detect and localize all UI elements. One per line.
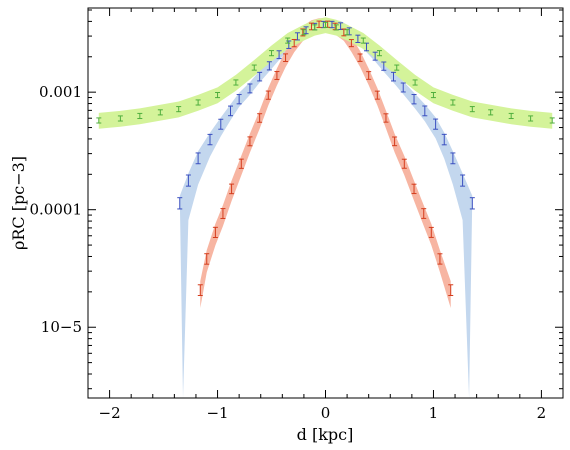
- data-point: [372, 51, 378, 61]
- data-point: [204, 253, 210, 265]
- data-point: [421, 208, 427, 219]
- data-point: [391, 71, 397, 82]
- data-point: [316, 20, 322, 28]
- data-point: [448, 284, 454, 296]
- data-point: [207, 133, 213, 146]
- x-axis-label: d [kpc]: [297, 425, 354, 444]
- data-point: [469, 197, 475, 210]
- y-tick-label: 0.001: [39, 83, 82, 101]
- y-tick-label: 10−5: [41, 318, 82, 336]
- data-point: [360, 37, 366, 44]
- data-point: [400, 82, 406, 93]
- data-point: [266, 61, 272, 71]
- data-point: [215, 92, 221, 99]
- data-point: [176, 106, 182, 113]
- data-point: [469, 106, 475, 113]
- data-point: [220, 208, 226, 219]
- data-point: [283, 53, 289, 62]
- data-point: [428, 226, 434, 238]
- data-point: [238, 158, 244, 169]
- x-tick-label: 2: [537, 404, 547, 422]
- data-point: [508, 112, 514, 120]
- data-point: [412, 79, 418, 86]
- data-point: [291, 38, 297, 48]
- y-axis-label: ρRC [pc−3]: [9, 156, 28, 250]
- data-point: [392, 136, 398, 147]
- data-point: [233, 79, 239, 86]
- x-tick-label: 1: [429, 404, 439, 422]
- data-point: [401, 158, 407, 169]
- x-tick-label: −1: [206, 404, 228, 422]
- data-point: [218, 118, 224, 130]
- data-point: [117, 115, 123, 122]
- data-point: [276, 50, 282, 60]
- data-point: [422, 105, 428, 117]
- bands-layer: [98, 17, 553, 398]
- data-point: [137, 112, 143, 120]
- data-point: [528, 115, 534, 122]
- x-tick-label: 0: [321, 404, 331, 422]
- data-point: [411, 183, 417, 195]
- data-point: [411, 94, 417, 105]
- uncertainty-band: [200, 18, 451, 309]
- data-point: [257, 113, 263, 123]
- data-point: [341, 28, 347, 37]
- data-point: [197, 284, 203, 296]
- data-point: [274, 71, 280, 80]
- data-point: [312, 24, 318, 31]
- data-point: [229, 183, 235, 195]
- plot-frame: [87, 7, 564, 399]
- data-point: [441, 133, 447, 146]
- ticks-layer: −2 −1 0 1 2 10−5 0.0001 0.001: [30, 8, 564, 422]
- data-point: [333, 24, 339, 31]
- data-point: [357, 53, 363, 62]
- data-point: [348, 39, 354, 48]
- data-point: [195, 152, 201, 165]
- data-point: [269, 50, 275, 57]
- data-point: [257, 71, 263, 82]
- data-point: [381, 61, 387, 71]
- data-point: [157, 109, 163, 116]
- data-point: [251, 64, 257, 71]
- data-point: [247, 83, 253, 94]
- data-point: [430, 92, 436, 99]
- data-point: [450, 99, 456, 106]
- data-point: [366, 71, 372, 80]
- data-point: [329, 20, 335, 29]
- data-point: [383, 113, 389, 123]
- data-point: [374, 90, 380, 100]
- data-point: [488, 109, 494, 116]
- data-point: [344, 29, 350, 36]
- data-point: [437, 253, 443, 265]
- data-point: [355, 34, 361, 43]
- data-point: [195, 99, 201, 106]
- data-point: [185, 174, 191, 187]
- data-point: [323, 21, 328, 28]
- uncertainty-band: [98, 17, 553, 129]
- data-point: [247, 136, 253, 147]
- data-point: [285, 37, 291, 44]
- data-point: [236, 94, 242, 105]
- data-point: [96, 117, 102, 124]
- data-point: [301, 29, 307, 36]
- data-point: [212, 226, 218, 238]
- data-point: [177, 197, 183, 210]
- data-point: [265, 90, 271, 100]
- data-point: [460, 174, 466, 187]
- data-point: [549, 117, 555, 124]
- data-point: [450, 152, 456, 165]
- y-tick-label: 0.0001: [30, 201, 83, 219]
- data-point: [433, 118, 439, 130]
- errorbars-layer: [96, 20, 555, 296]
- data-point: [376, 50, 382, 57]
- data-point: [228, 105, 233, 117]
- x-tick-label: −2: [99, 404, 121, 422]
- data-point: [394, 64, 400, 71]
- data-point: [286, 40, 292, 49]
